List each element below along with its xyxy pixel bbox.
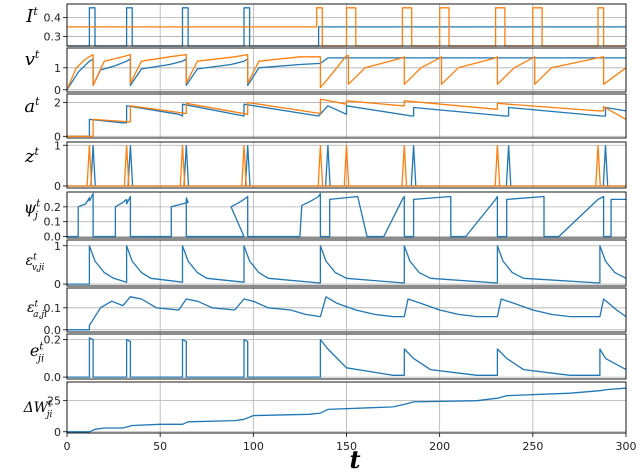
y-tick-label: 0 [54, 84, 61, 97]
series-line-blue [67, 245, 627, 285]
spike [241, 145, 247, 187]
x-axis: 0 50 100 150 200 250 300 [64, 433, 637, 453]
y-tick-label: 0.1 [44, 302, 62, 315]
panel-frame [66, 141, 627, 189]
panel-e: 0.0 0.2et ji [30, 333, 627, 384]
y-tick-label: 0.0 [44, 371, 62, 384]
panel-frame [66, 93, 627, 139]
series-line-blue [67, 387, 627, 433]
spike [123, 145, 130, 187]
panel-frame [66, 47, 627, 93]
series-line-blue [67, 296, 627, 331]
y-axis-label: ψt j [24, 198, 42, 222]
series-line-blue [67, 192, 626, 238]
y-tick-label: 1 [54, 240, 61, 253]
y-tick-label: 0.2 [44, 201, 62, 214]
panel-z: 0 1 zt [24, 139, 627, 193]
y-axis-label: zt [24, 145, 39, 167]
x-tick-label: 300 [616, 440, 637, 453]
panel-frame [66, 3, 627, 47]
y-tick-label: 0 [54, 278, 61, 291]
panel-v: 0 1 vt [25, 47, 627, 97]
x-tick-label: 250 [522, 440, 543, 453]
panel-a: 0 2 at [24, 93, 627, 143]
y-tick-label: 1 [54, 139, 61, 152]
y-axis-label: εt a,ji [27, 299, 47, 320]
y-tick-label: 0.0 [44, 231, 62, 244]
spike [86, 145, 93, 187]
y-axis-label: It [25, 5, 38, 27]
x-tick-label: 100 [243, 440, 264, 453]
panel-eps_v: 0 1 εt v,ji [26, 239, 627, 291]
y-tick-label: 0.3 [44, 30, 62, 43]
spike [602, 145, 609, 187]
spike [401, 145, 408, 187]
spike [183, 145, 190, 187]
panel-frame [66, 287, 627, 333]
spike [324, 145, 331, 187]
panel-frame [66, 239, 627, 287]
panel-I: 0.3 0.4 It [25, 3, 627, 47]
y-tick-label: 0 [54, 130, 61, 143]
spike [494, 145, 501, 187]
spike [410, 145, 417, 187]
y-axis-label: at [24, 95, 40, 117]
y-tick-label: 0 [54, 180, 61, 193]
panel-eps_a: 0.0 0.1εt a,ji [27, 287, 627, 337]
panel-psi: 0.0 0.1 0.2ψt j [24, 191, 627, 244]
y-tick-label: 25 [47, 395, 61, 408]
x-tick-label: 0 [64, 440, 71, 453]
y-tick-label: 1 [54, 62, 61, 75]
y-axis-label: vt [25, 48, 40, 70]
x-axis-label: t [349, 445, 360, 472]
series-line-orange [67, 98, 627, 137]
y-tick-label: 0.0 [44, 324, 62, 337]
series-line-orange [67, 7, 626, 47]
y-axis-label: ΔWt ji [23, 399, 53, 420]
y-axis-label: et ji [30, 341, 44, 365]
x-tick-label: 200 [429, 440, 450, 453]
y-tick-label: 0.4 [44, 11, 62, 24]
spike [317, 145, 324, 187]
x-tick-label: 150 [336, 440, 357, 453]
spike [127, 145, 134, 187]
series-line-blue [67, 103, 627, 137]
y-tick-label: 0.1 [44, 216, 62, 229]
series-line-blue [67, 337, 627, 378]
y-tick-label: 2 [54, 96, 61, 109]
panel-frame [66, 333, 627, 380]
y-tick-label: 0 [54, 426, 61, 439]
spike [179, 145, 186, 187]
spike [244, 145, 251, 187]
series-line-orange [66, 53, 627, 91]
x-tick-label: 50 [153, 440, 167, 453]
spike [90, 145, 96, 187]
y-axis-label: εt v,ji [26, 252, 45, 273]
spike [505, 145, 512, 187]
spike [595, 145, 601, 187]
spike [343, 145, 350, 187]
y-tick-label: 0.2 [44, 334, 62, 347]
panel-frame [66, 191, 627, 239]
